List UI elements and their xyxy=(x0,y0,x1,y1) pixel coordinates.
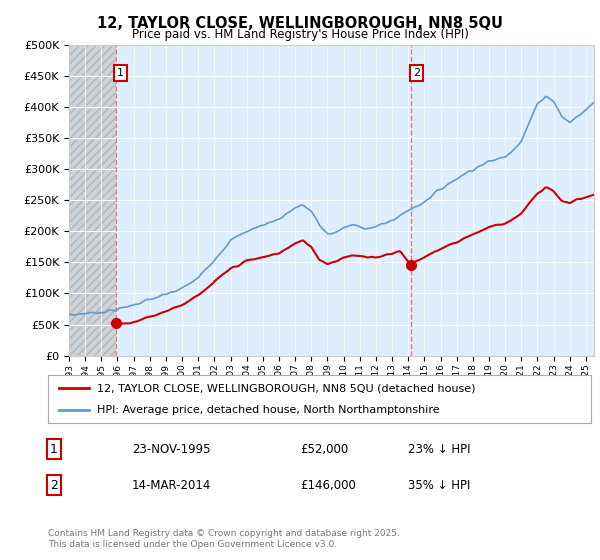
Text: Price paid vs. HM Land Registry's House Price Index (HPI): Price paid vs. HM Land Registry's House … xyxy=(131,28,469,41)
Text: 35% ↓ HPI: 35% ↓ HPI xyxy=(408,479,470,492)
Text: 23-NOV-1995: 23-NOV-1995 xyxy=(132,442,211,456)
Text: £52,000: £52,000 xyxy=(300,442,348,456)
Text: 1: 1 xyxy=(117,68,124,78)
Text: 14-MAR-2014: 14-MAR-2014 xyxy=(132,479,211,492)
Text: Contains HM Land Registry data © Crown copyright and database right 2025.
This d: Contains HM Land Registry data © Crown c… xyxy=(48,529,400,549)
Text: HPI: Average price, detached house, North Northamptonshire: HPI: Average price, detached house, Nort… xyxy=(97,405,439,415)
Bar xyxy=(69,45,116,356)
Text: 23% ↓ HPI: 23% ↓ HPI xyxy=(408,442,470,456)
Text: 2: 2 xyxy=(413,68,420,78)
Text: 12, TAYLOR CLOSE, WELLINGBOROUGH, NN8 5QU (detached house): 12, TAYLOR CLOSE, WELLINGBOROUGH, NN8 5Q… xyxy=(97,383,475,393)
Text: 12, TAYLOR CLOSE, WELLINGBOROUGH, NN8 5QU: 12, TAYLOR CLOSE, WELLINGBOROUGH, NN8 5Q… xyxy=(97,16,503,31)
Text: 2: 2 xyxy=(50,479,58,492)
Text: 1: 1 xyxy=(50,442,58,456)
Text: £146,000: £146,000 xyxy=(300,479,356,492)
